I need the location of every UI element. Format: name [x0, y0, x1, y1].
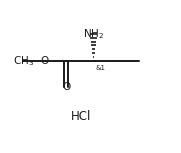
- Text: O: O: [62, 82, 70, 92]
- Text: NH$_2$: NH$_2$: [83, 27, 104, 41]
- Text: CH$_3$: CH$_3$: [12, 54, 34, 68]
- Text: HCl: HCl: [71, 110, 92, 123]
- Text: &1: &1: [96, 65, 106, 71]
- Text: O: O: [41, 56, 49, 66]
